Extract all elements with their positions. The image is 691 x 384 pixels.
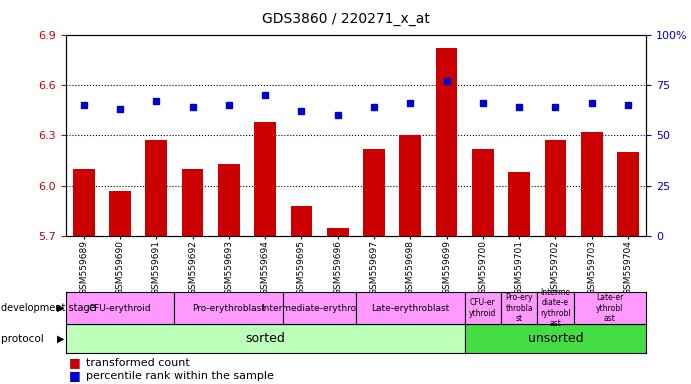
Text: ■: ■ <box>69 356 81 369</box>
Bar <box>218 164 240 236</box>
Text: protocol: protocol <box>1 334 44 344</box>
Bar <box>508 172 530 236</box>
Text: GDS3860 / 220271_x_at: GDS3860 / 220271_x_at <box>262 12 429 25</box>
Text: Pro-ery
throbla
st: Pro-ery throbla st <box>505 293 533 323</box>
Text: CFU-erythroid: CFU-erythroid <box>88 304 151 313</box>
Text: ■: ■ <box>69 369 81 382</box>
Bar <box>580 132 603 236</box>
Text: Interme
diate-e
rythrobl
ast: Interme diate-e rythrobl ast <box>540 288 571 328</box>
Bar <box>290 206 312 236</box>
Text: Late-er
ythrobl
ast: Late-er ythrobl ast <box>596 293 623 323</box>
Bar <box>435 48 457 236</box>
Text: sorted: sorted <box>245 333 285 345</box>
Bar <box>399 136 421 236</box>
Bar <box>254 122 276 236</box>
Bar <box>145 141 167 236</box>
Text: transformed count: transformed count <box>86 358 190 368</box>
Bar <box>363 149 385 236</box>
Bar <box>327 228 348 236</box>
Text: unsorted: unsorted <box>528 333 583 345</box>
Bar <box>545 141 566 236</box>
Bar <box>73 169 95 236</box>
Bar <box>109 191 131 236</box>
Text: percentile rank within the sample: percentile rank within the sample <box>86 371 274 381</box>
Text: ▶: ▶ <box>57 303 64 313</box>
Text: ▶: ▶ <box>57 334 64 344</box>
Bar <box>617 152 638 236</box>
Text: development stage: development stage <box>1 303 95 313</box>
Bar <box>472 149 493 236</box>
Text: CFU-er
ythroid: CFU-er ythroid <box>469 298 497 318</box>
Text: Late-erythroblast: Late-erythroblast <box>371 304 449 313</box>
Text: Pro-erythroblast: Pro-erythroblast <box>193 304 265 313</box>
Text: Intermediate-erythroblast: Intermediate-erythroblast <box>261 304 378 313</box>
Bar <box>182 169 203 236</box>
